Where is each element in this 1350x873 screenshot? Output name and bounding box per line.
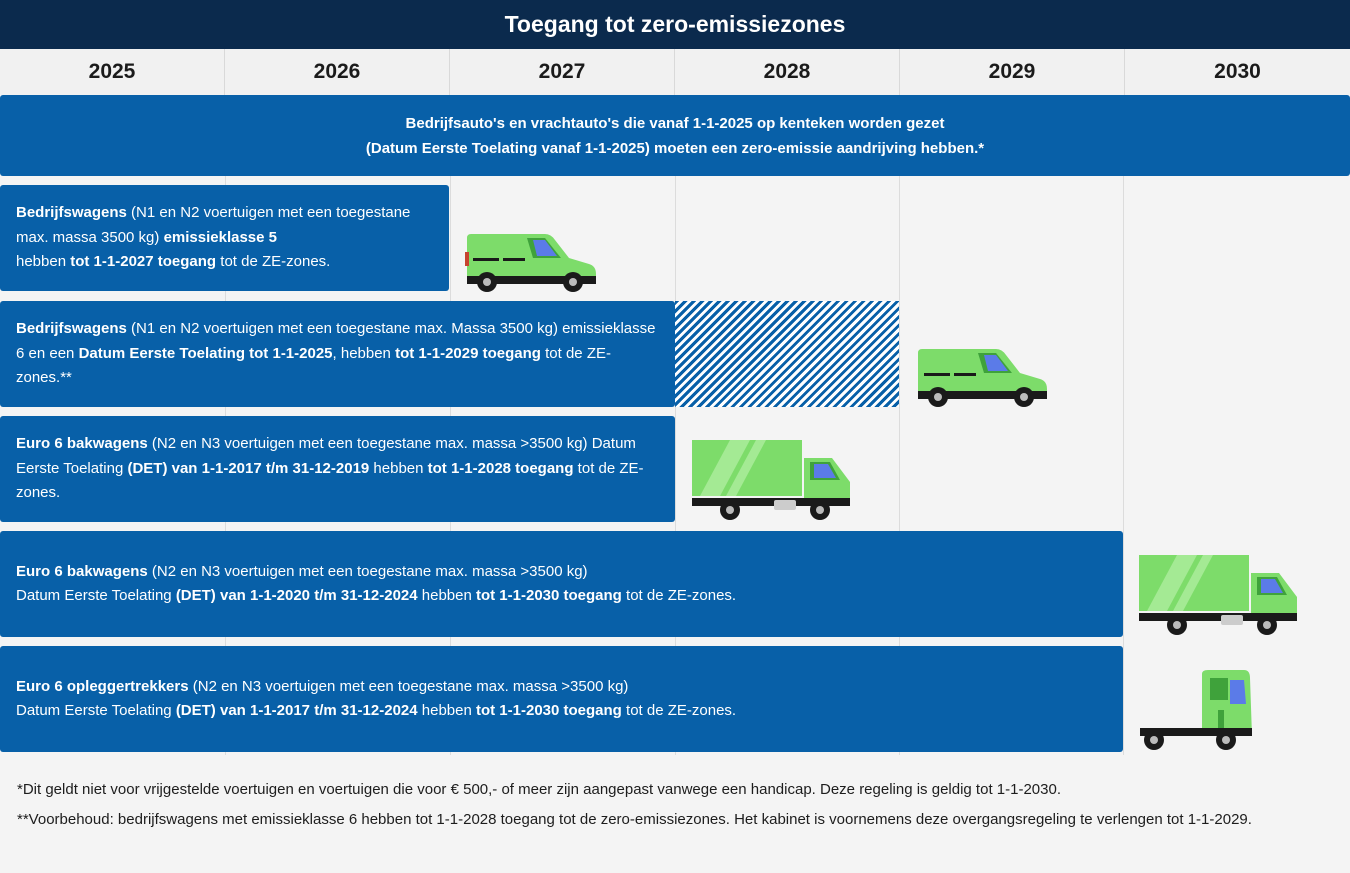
zero-emission-banner: Bedrijfsauto's en vrachtauto's die vanaf…	[0, 95, 1350, 176]
page-title: Toegang tot zero-emissiezones	[0, 0, 1350, 49]
year-2026: 2026	[225, 49, 450, 95]
footnote-2: **Voorbehoud: bedrijfswagens met emissie…	[17, 811, 1252, 828]
grid-line	[1123, 95, 1124, 755]
transition-period-hatch	[675, 301, 899, 407]
rule-row-1: Bedrijfswagens (N1 en N2 voertuigen met …	[0, 185, 449, 291]
year-2030: 2030	[1214, 60, 1261, 83]
rule-text: Bedrijfswagens (N1 en N2 voertuigen met …	[16, 204, 411, 271]
rule-row-5: Euro 6 opleggertrekkers (N2 en N3 voertu…	[0, 646, 1123, 752]
box-truck-icon	[1139, 555, 1297, 635]
rule-text: Euro 6 bakwagens (N2 en N3 voertuigen me…	[16, 562, 737, 605]
rule-row-3: Euro 6 bakwagens (N2 en N3 voertuigen me…	[0, 416, 675, 522]
van-icon	[465, 234, 596, 292]
rule-row-2: Bedrijfswagens (N1 en N2 voertuigen met …	[0, 301, 675, 407]
footnote-1: *Dit geldt niet voor vrijgestelde voertu…	[17, 781, 1061, 798]
grid-line	[675, 95, 676, 755]
year-2027: 2027	[450, 49, 675, 95]
grid-line	[899, 95, 900, 755]
year-2028: 2028	[675, 49, 900, 95]
banner-line-2: (Datum Eerste Toelating vanaf 1-1-2025) …	[365, 139, 985, 157]
rule-text: Euro 6 opleggertrekkers (N2 en N3 voertu…	[16, 677, 737, 720]
banner-line-1: Bedrijfsauto's en vrachtauto's die vanaf…	[405, 114, 945, 132]
box-truck-icon	[692, 440, 850, 520]
year-header: 2025 2026 2027 2028 2029 2030	[0, 49, 1350, 95]
year-2029: 2029	[900, 49, 1125, 95]
rule-row-4: Euro 6 bakwagens (N2 en N3 voertuigen me…	[0, 531, 1123, 637]
rule-text: Bedrijfswagens (N1 en N2 voertuigen met …	[16, 320, 656, 387]
van-icon	[918, 349, 1047, 407]
rule-text: Euro 6 bakwagens (N2 en N3 voertuigen me…	[16, 435, 644, 502]
year-2025: 2025	[0, 49, 225, 95]
tractor-unit-icon	[1140, 670, 1252, 750]
